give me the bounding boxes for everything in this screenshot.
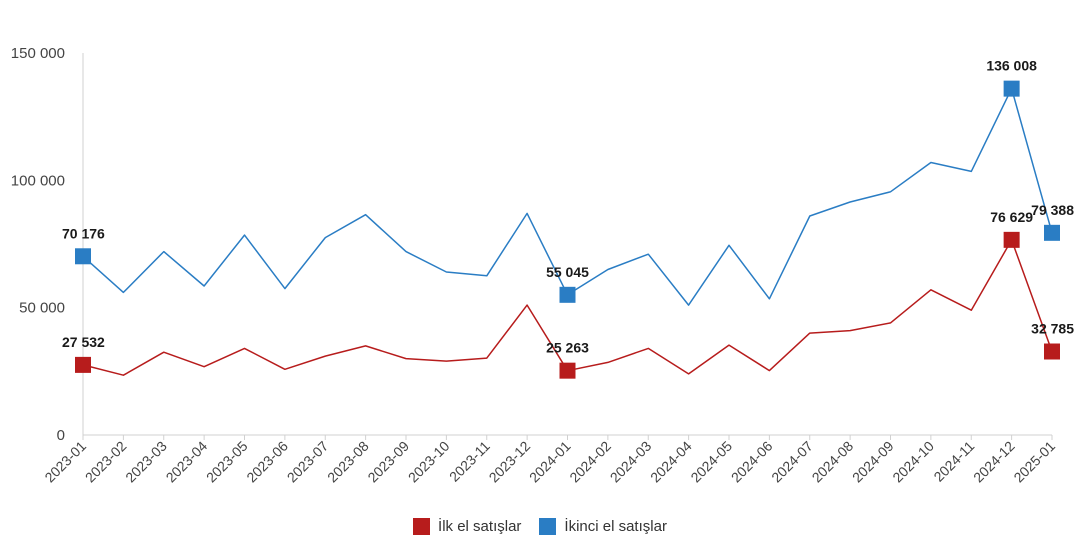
x-tick-label: 2025-01 bbox=[1010, 438, 1058, 486]
x-tick-label: 2024-02 bbox=[566, 438, 614, 486]
x-tick-label: 2023-08 bbox=[324, 438, 372, 486]
x-tick-label: 2024-07 bbox=[768, 438, 816, 486]
x-tick-label: 2024-08 bbox=[809, 438, 857, 486]
x-tick-label: 2023-04 bbox=[163, 438, 211, 486]
x-tick-label: 2024-04 bbox=[647, 438, 695, 486]
x-tick-label: 2024-10 bbox=[889, 438, 937, 486]
series-1-marker bbox=[75, 248, 91, 265]
y-tick-label: 100 000 bbox=[11, 172, 65, 189]
series-0-marker bbox=[559, 362, 576, 379]
series-1-marker bbox=[559, 286, 576, 303]
legend-label-ikinci-el: İkinci el satışlar bbox=[564, 518, 667, 535]
data-label: 79 388 bbox=[1031, 202, 1074, 218]
x-tick-label: 2024-03 bbox=[607, 438, 655, 486]
x-tick-label: 2024-12 bbox=[970, 438, 1018, 486]
x-tick-label: 2023-09 bbox=[364, 438, 412, 486]
legend-swatch-ikinci-el bbox=[539, 518, 557, 535]
legend-swatch-ilk-el bbox=[413, 518, 431, 535]
y-tick-label: 0 bbox=[57, 427, 65, 444]
legend-item-ilk-el[interactable]: İlk el satışlar bbox=[413, 518, 521, 535]
data-label: 76 629 bbox=[990, 209, 1033, 225]
x-tick-label: 2023-10 bbox=[405, 438, 453, 486]
data-label: 27 532 bbox=[62, 334, 105, 350]
data-label: 32 785 bbox=[1031, 321, 1074, 337]
y-tick-label: 150 000 bbox=[11, 45, 65, 62]
y-tick-label: 50 000 bbox=[19, 300, 65, 317]
x-tick-label: 2024-01 bbox=[526, 438, 574, 486]
series-1-marker bbox=[1044, 224, 1060, 241]
data-label: 70 176 bbox=[62, 225, 105, 241]
series-layer bbox=[75, 80, 1060, 379]
x-tick-label: 2023-05 bbox=[203, 438, 251, 486]
x-tick-label: 2023-03 bbox=[122, 438, 170, 486]
y-axis: 0 50 000 100 000 150 000 bbox=[11, 45, 84, 444]
x-tick-label: 2024-09 bbox=[849, 438, 897, 486]
data-label: 25 263 bbox=[546, 340, 589, 356]
x-tick-label: 2024-11 bbox=[930, 438, 977, 485]
x-tick-label: 2023-12 bbox=[486, 438, 534, 486]
data-label: 55 045 bbox=[546, 264, 589, 280]
data-label: 136 008 bbox=[986, 58, 1037, 74]
x-tick-label: 2024-06 bbox=[728, 438, 776, 486]
x-tick-label: 2023-07 bbox=[284, 438, 332, 486]
series-0-marker bbox=[1003, 231, 1020, 248]
legend: İlk el satışlar İkinci el satışlar bbox=[0, 518, 1080, 535]
series-1-marker bbox=[1003, 80, 1020, 97]
x-tick-label: 2023-06 bbox=[243, 438, 291, 486]
legend-label-ilk-el: İlk el satışlar bbox=[438, 518, 522, 535]
x-tick-label: 2024-05 bbox=[687, 438, 735, 486]
data-label-layer: 27 532 25 263 76 629 32 785 70 176 55 045 136 … bbox=[62, 58, 1074, 356]
series-0-marker bbox=[75, 356, 91, 373]
x-axis: 2023-012023-022023-032023-042023-052023-… bbox=[41, 434, 1058, 486]
x-tick-label: 2023-11 bbox=[446, 438, 493, 485]
series-0-marker bbox=[1044, 343, 1060, 360]
x-tick-label: 2023-02 bbox=[82, 438, 130, 486]
legend-item-ikinci-el[interactable]: İkinci el satışlar bbox=[539, 518, 667, 535]
x-tick-label: 2023-01 bbox=[41, 438, 89, 486]
